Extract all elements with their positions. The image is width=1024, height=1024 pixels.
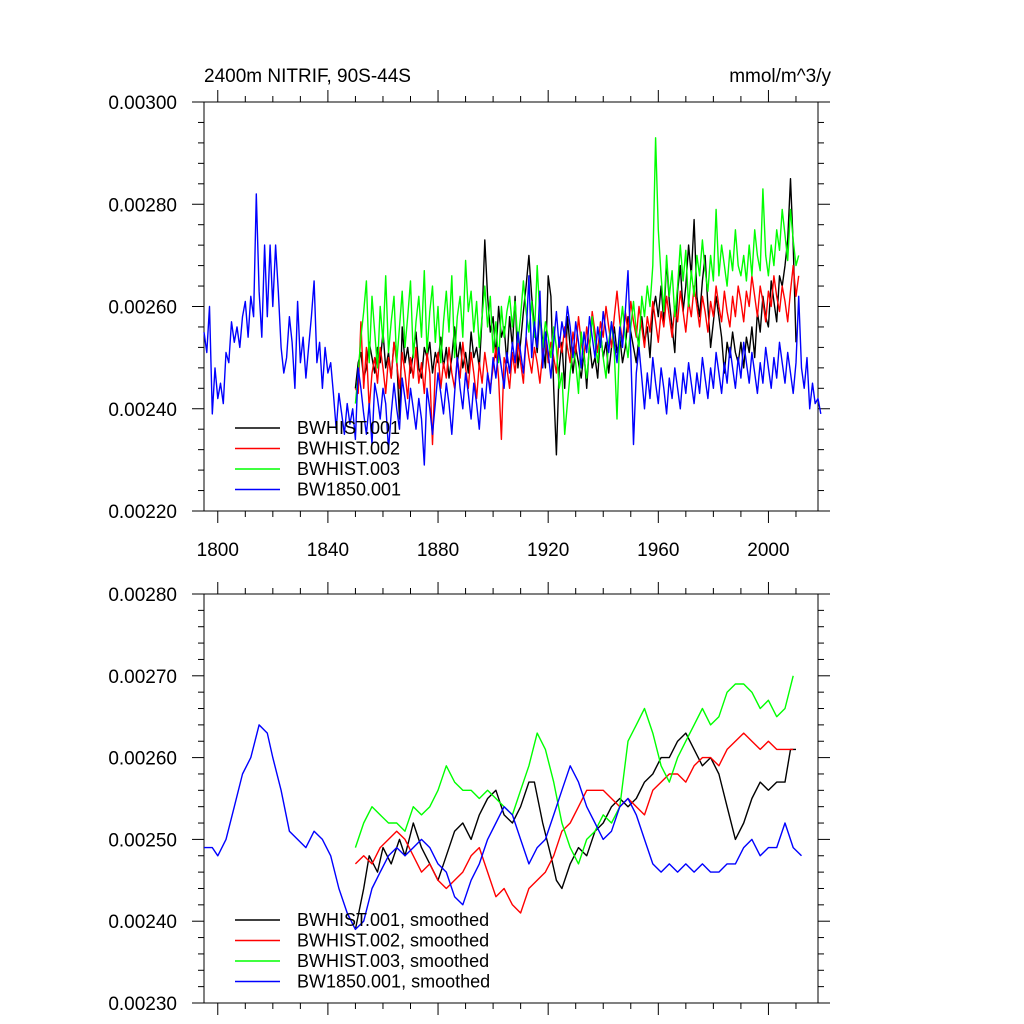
y-tick-label: 0.00260 — [108, 749, 177, 770]
legend-label: BW1850.001 — [297, 480, 401, 500]
x-tick-label: 1920 — [527, 540, 569, 561]
series-line-bwhist-001 — [354, 178, 797, 456]
y-tick-label: 0.00280 — [108, 195, 177, 216]
y-tick-label: 0.00230 — [108, 994, 177, 1015]
top-panel: 1800 1840 1880 1920 1960 2000 0.00220 0.00240 0.… — [108, 90, 830, 561]
bottom-panel: 0.00230 0.00240 0.00250 0.00260 0.00270 0.002… — [108, 582, 830, 1015]
x-tick-label: 1880 — [417, 540, 459, 561]
series-line-bw1850-001-smoothed — [204, 724, 802, 931]
legend-label: BWHIST.002, smoothed — [297, 931, 489, 951]
x-tick-label: 1960 — [637, 540, 679, 561]
legend-label: BW1850.001, smoothed — [297, 972, 490, 992]
plot-frame — [203, 593, 819, 1004]
series-group — [204, 675, 802, 931]
series-line-bwhist-001-smoothed — [354, 732, 796, 930]
y-tick-label: 0.00240 — [108, 912, 177, 933]
y-tick-label: 0.00270 — [108, 667, 177, 688]
y-tick-label: 0.00260 — [108, 298, 177, 319]
x-tick-label: 1840 — [307, 540, 349, 561]
legend-label: BWHIST.001 — [297, 418, 400, 438]
x-tick-label: 1800 — [197, 540, 239, 561]
y-tick-label: 0.00220 — [108, 502, 177, 523]
legend-label: BWHIST.002 — [297, 439, 400, 459]
legend-label: BWHIST.003 — [297, 459, 400, 479]
series-line-bwhist-003 — [354, 137, 800, 435]
series-line-bw1850-001 — [203, 193, 822, 466]
y-tick-label: 0.00250 — [108, 830, 177, 851]
units-label: mmol/m^3/y — [729, 66, 831, 87]
chart-title: 2400m NITRIF, 90S-44S — [204, 66, 411, 87]
series-group — [203, 137, 822, 466]
legend-label: BWHIST.003, smoothed — [297, 951, 489, 971]
x-tick-label: 2000 — [747, 540, 789, 561]
y-tick-label: 0.00240 — [108, 400, 177, 421]
series-line-bwhist-003-smoothed — [354, 675, 794, 865]
series-line-bwhist-002-smoothed — [354, 732, 794, 914]
legend-label: BWHIST.001, smoothed — [297, 910, 489, 930]
y-tick-label: 0.00300 — [108, 93, 177, 114]
y-tick-label: 0.00280 — [108, 585, 177, 606]
